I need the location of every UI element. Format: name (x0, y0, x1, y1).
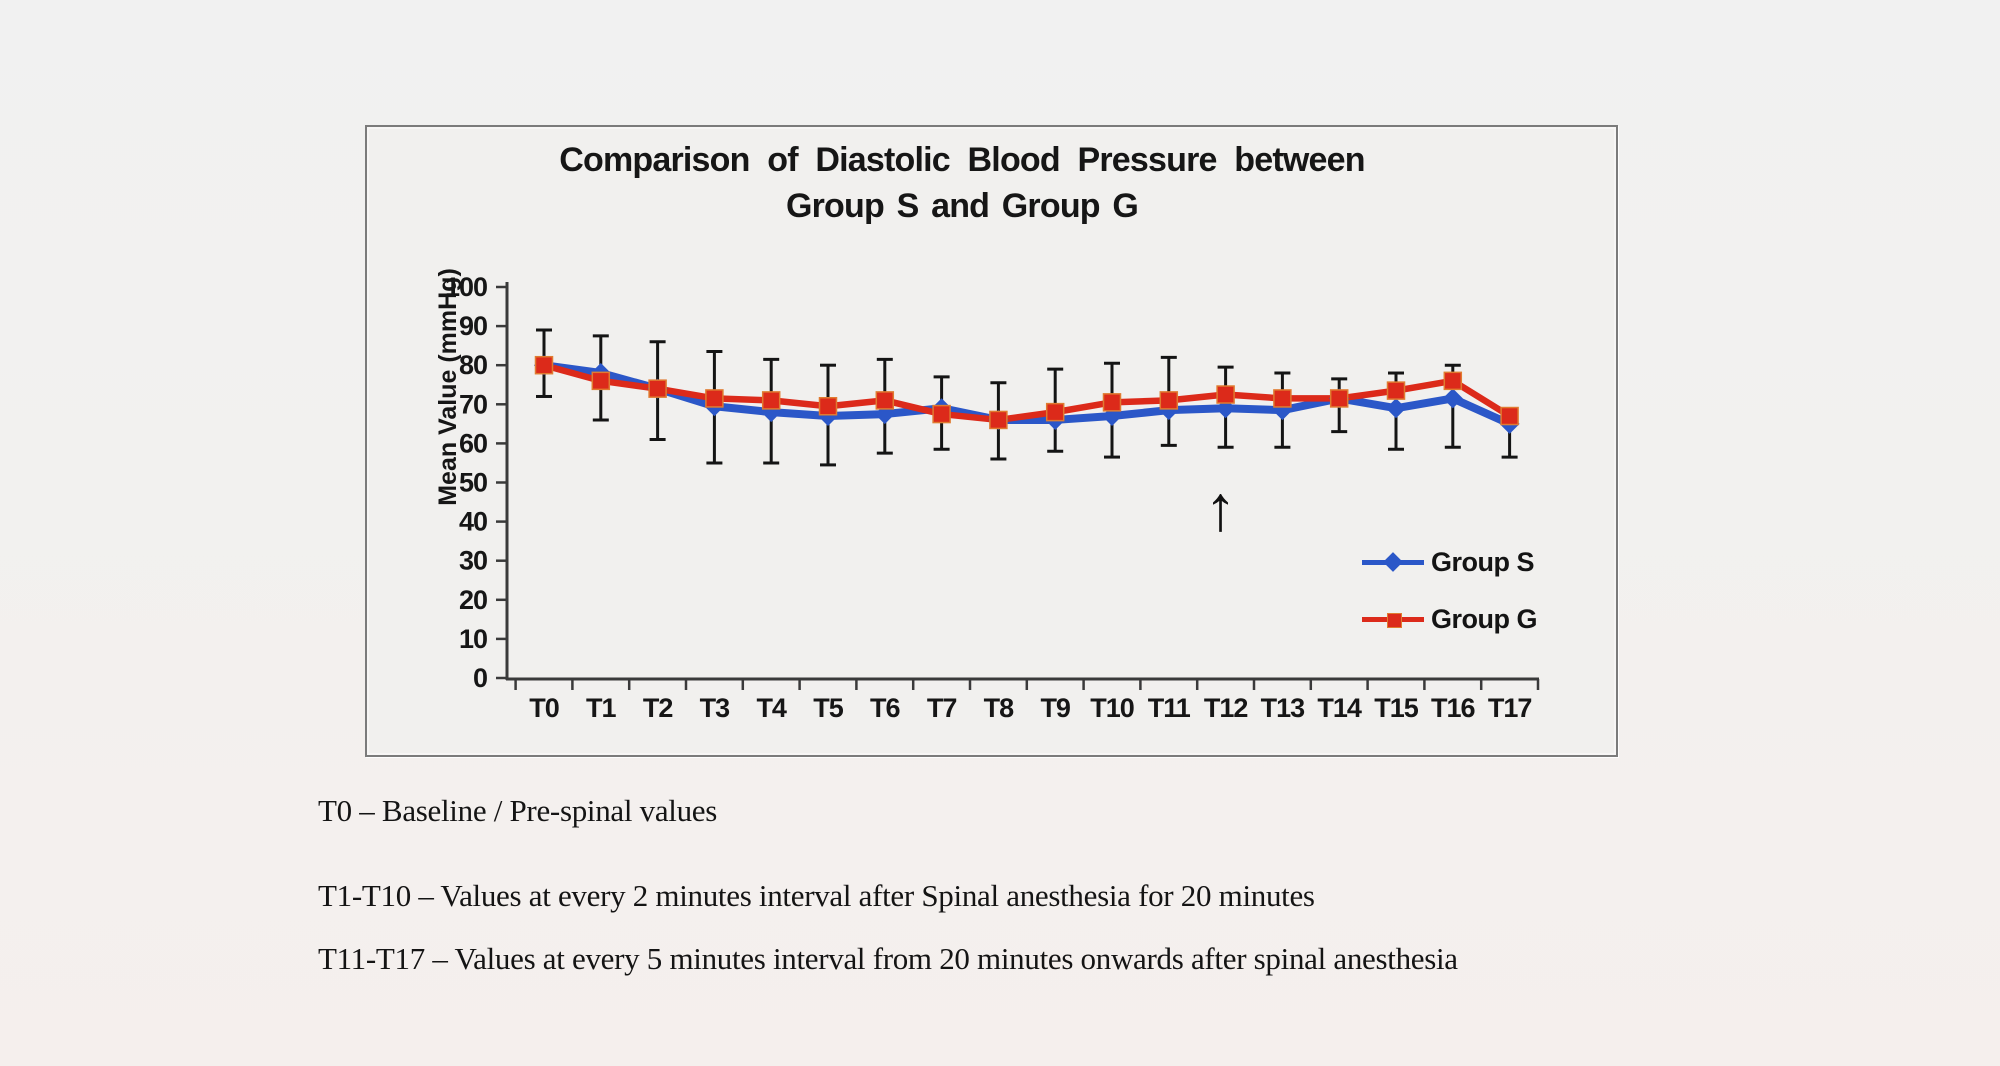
series-line-group-g (540, 361, 1513, 424)
x-tick-label: T1 (586, 693, 616, 723)
x-tick-label: T13 (1261, 693, 1306, 723)
marker-square (1159, 391, 1179, 410)
marker-diamond (1386, 398, 1406, 419)
y-tick-label: 90 (459, 311, 487, 341)
footnote-t11-t17: T11-T17 – Values at every 5 minutes inte… (318, 941, 1458, 976)
marker-square (761, 391, 781, 410)
legend-item-group-g: Group G (1362, 602, 1538, 636)
chart-plot-svg: 0 10 20 30 40 50 60 70 80 90 100 T0 T1 T2 T3 T4 T5 T6 T7 T8… (445, 272, 1540, 723)
x-tick-label: T9 (1040, 693, 1070, 723)
legend-item-group-s: Group S (1362, 545, 1537, 579)
y-tick-label: 100 (445, 272, 487, 302)
marker-square (1273, 389, 1292, 408)
x-tick-label: T3 (700, 693, 730, 723)
x-tick-label: T11 (1148, 693, 1191, 723)
x-tick-label: T6 (870, 693, 900, 723)
marker-square (648, 379, 667, 398)
marker-square (1386, 381, 1406, 400)
x-tick-label: T0 (529, 693, 559, 723)
x-tick-label: T14 (1317, 693, 1362, 723)
y-tick-label: 70 (459, 389, 487, 419)
group-s-swatch (1362, 551, 1424, 573)
x-tick-label: T2 (643, 693, 673, 723)
y-tick-label: 80 (459, 350, 487, 380)
arrow-up-annotation: ↑ (1205, 472, 1237, 544)
y-tick-label: 60 (459, 428, 487, 458)
diamond-marker-icon (1383, 552, 1403, 572)
chart-title-line2: Group S and Group G (785, 187, 1139, 225)
x-tick-label: T10 (1090, 693, 1134, 723)
footnote-t0: T0 – Baseline / Pre-spinal values (318, 793, 718, 828)
y-tick-label: 0 (473, 663, 487, 693)
marker-square (989, 410, 1008, 430)
y-tick-label: 40 (459, 507, 487, 537)
x-tick-label: T12 (1204, 693, 1248, 723)
legend-label-group-s: Group S (1431, 546, 1535, 577)
chart-frame: Comparison of Diastolic Blood Pressure b… (365, 125, 1618, 757)
y-tick-label: 50 (459, 468, 487, 498)
y-tick-label: 30 (459, 546, 487, 576)
y-tick-label: 20 (459, 585, 487, 615)
x-tick-label: T4 (756, 693, 786, 723)
marker-square (534, 355, 554, 375)
x-tick-label: T17 (1488, 693, 1532, 723)
marker-square (591, 371, 611, 391)
x-tick-label: T5 (813, 693, 843, 723)
x-tick-label: T7 (927, 693, 957, 723)
marker-square (818, 397, 838, 416)
x-tick-label: T8 (984, 693, 1014, 723)
group-g-swatch (1362, 608, 1424, 630)
chart-title: Comparison of Diastolic Blood Pressure b… (367, 137, 1557, 229)
marker-diamond (1442, 388, 1463, 409)
square-marker-icon (1387, 613, 1402, 628)
legend: Group S Group G (1362, 545, 1538, 659)
y-tick-label: 10 (459, 624, 487, 654)
marker-square (705, 389, 724, 408)
marker-square (1045, 402, 1065, 422)
chart-title-line1: Comparison of Diastolic Blood Pressure b… (559, 141, 1365, 179)
x-tick-label: T16 (1431, 693, 1476, 723)
marker-square (875, 391, 895, 410)
marker-square (1500, 406, 1519, 426)
legend-label-group-g: Group G (1431, 603, 1538, 634)
marker-square (932, 404, 951, 424)
marker-square (1443, 371, 1463, 391)
footnote-t1-t10: T1-T10 – Values at every 2 minutes inter… (318, 878, 1315, 913)
marker-square (1216, 385, 1235, 404)
marker-square (1329, 389, 1349, 408)
x-tick-label: T15 (1374, 693, 1419, 723)
marker-square (1102, 393, 1122, 412)
